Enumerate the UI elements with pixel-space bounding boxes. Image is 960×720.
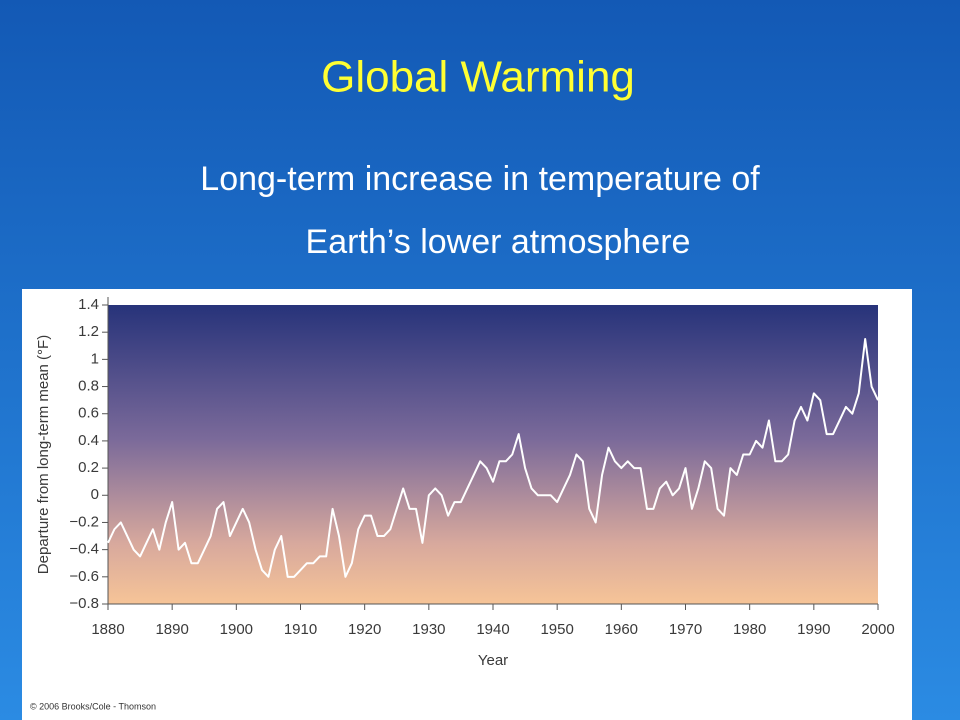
y-tick-label: 0: [91, 486, 99, 503]
y-tick-label: −0.2: [69, 513, 99, 530]
y-tick-label: 0.6: [78, 405, 99, 422]
x-tick-label: 1880: [91, 621, 124, 638]
credit: © 2006 Brooks/Cole - Thomson: [30, 701, 156, 711]
x-tick-label: 1890: [155, 621, 188, 638]
y-tick-label: −0.8: [69, 595, 99, 612]
x-axis-label: Year: [478, 652, 508, 669]
subtitle: Long-term increase in temperature of: [200, 160, 760, 198]
y-tick-label: 0.4: [78, 432, 99, 449]
y-tick-label: 1.2: [78, 323, 99, 340]
x-tick-label: 1950: [540, 621, 573, 638]
x-tick-label: 1940: [476, 621, 509, 638]
x-tick-label: 1930: [412, 621, 445, 638]
x-tick-label: 1990: [797, 621, 830, 638]
plot-area: [108, 305, 878, 604]
y-tick-label: 1: [91, 350, 99, 367]
data-line: [107, 337, 879, 578]
x-tick-label: 2000: [861, 621, 894, 638]
y-tick-label: −0.6: [69, 568, 99, 585]
slide-title: Global Warming: [321, 53, 635, 102]
x-tick-label: 1970: [669, 621, 702, 638]
chart: −0.8 −0.6 −0.4 −0.2 0 0.2 0.4 0.6 0.8 1 1.2 1.4 1880…: [35, 296, 895, 669]
x-tick-label: 1920: [348, 621, 381, 638]
y-tick-label: −0.4: [69, 541, 99, 558]
y-tick-label: 0.8: [78, 378, 99, 395]
subtitle: Earth’s lower atmosphere: [306, 223, 691, 261]
x-tick-label: 1910: [284, 621, 317, 638]
x-tick-label: 1960: [605, 621, 638, 638]
y-tick-label: 1.4: [78, 296, 99, 313]
y-tick-label: 0.2: [78, 459, 99, 476]
x-tick-label: 1900: [220, 621, 253, 638]
y-axis-label: Departure from long-term mean (°F): [35, 335, 52, 574]
x-tick-label: 1980: [733, 621, 766, 638]
